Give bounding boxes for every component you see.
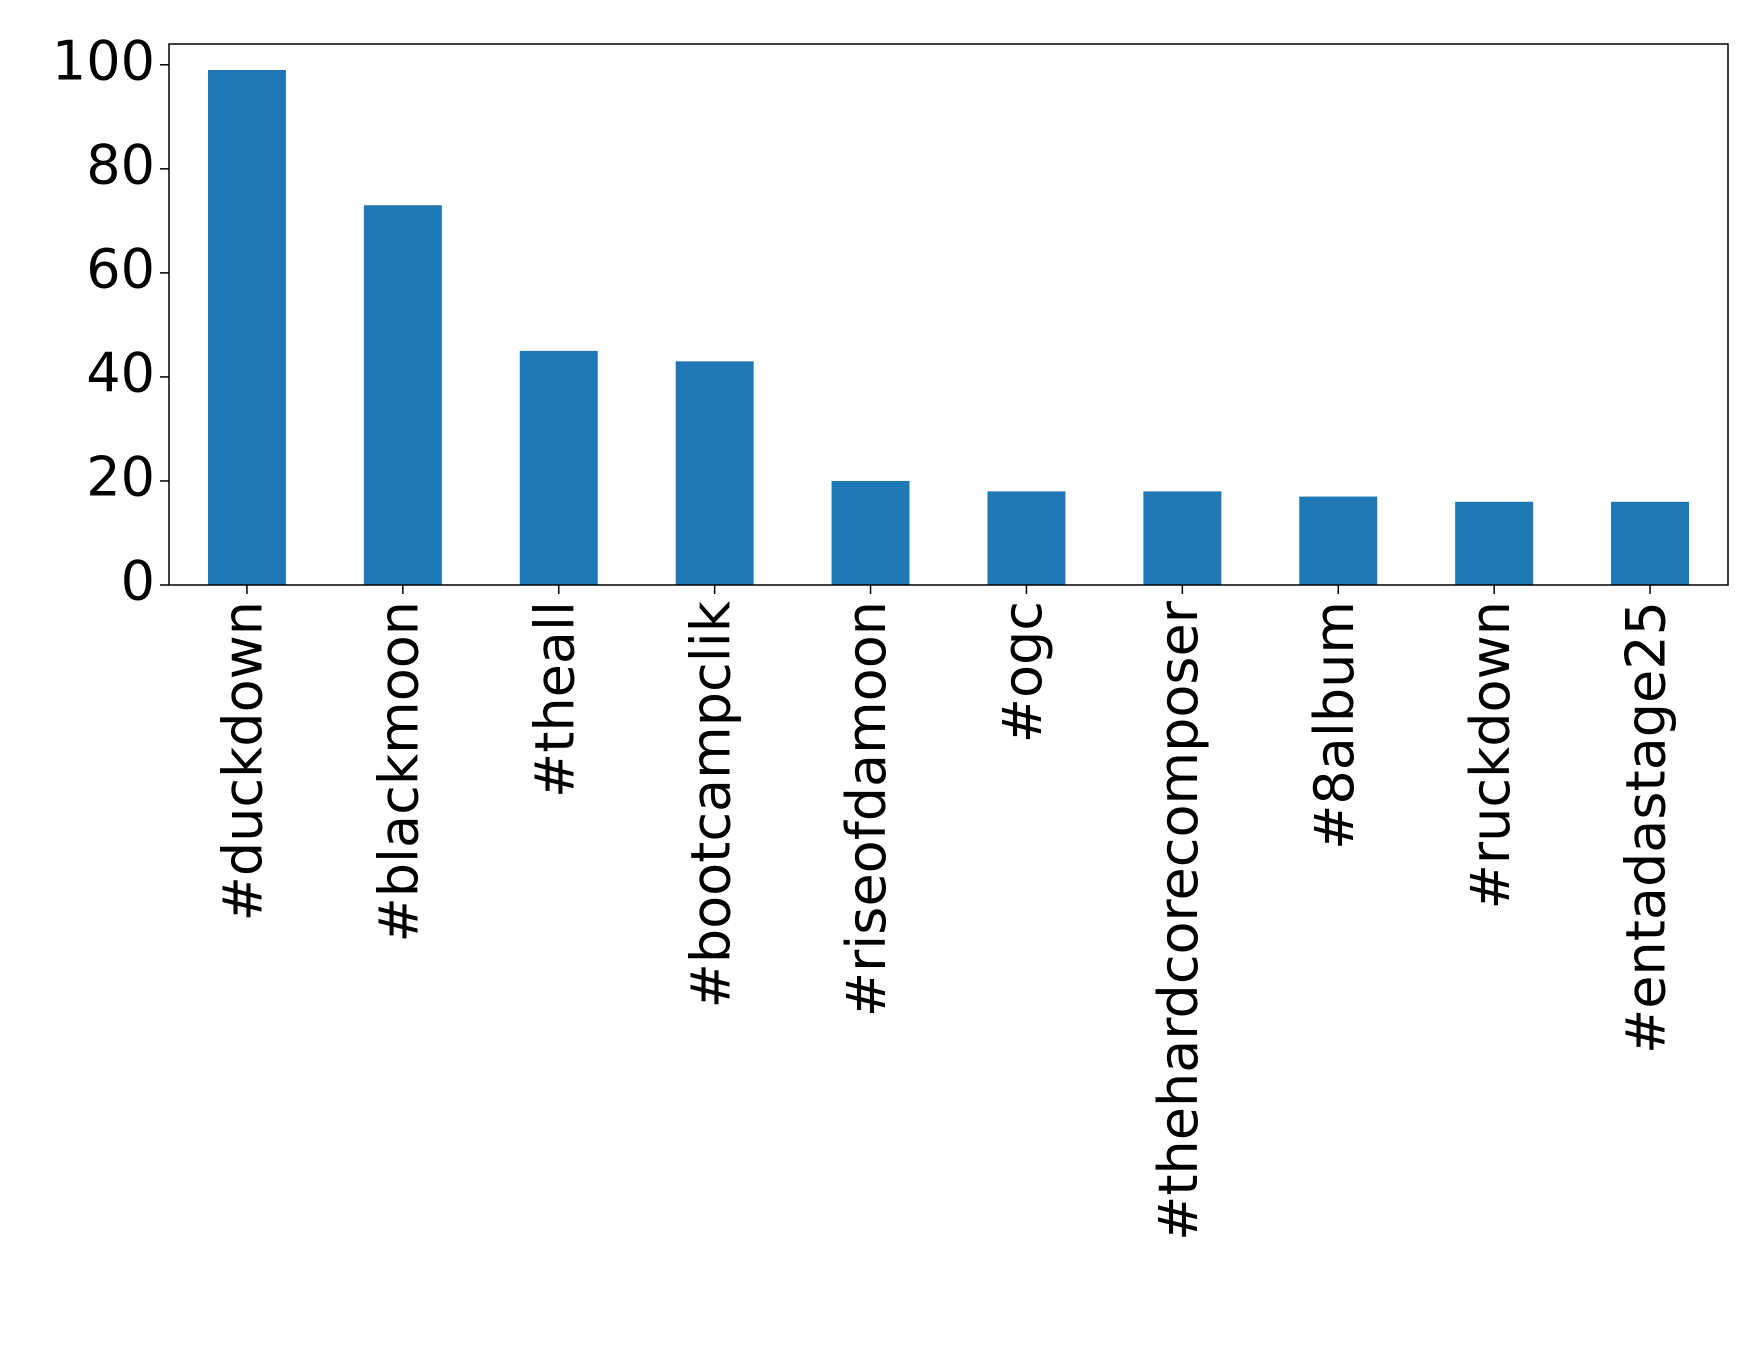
x-tick-label: #blackmoon — [367, 601, 430, 942]
x-tick-label: #duckdown — [212, 601, 275, 921]
bar — [519, 350, 598, 585]
bar — [363, 205, 442, 585]
x-tick-label: #theall — [523, 601, 586, 798]
x-tick-label: #riseofdamoon — [835, 601, 898, 1017]
bar — [1455, 501, 1534, 585]
bar — [1143, 491, 1222, 585]
bar — [207, 70, 286, 585]
x-tick-label: #8album — [1303, 601, 1366, 850]
y-tick-label: 40 — [86, 342, 155, 405]
x-tick-label: #ogc — [991, 601, 1054, 743]
y-tick-label: 0 — [121, 550, 155, 613]
bar — [1299, 496, 1378, 585]
x-tick-label: #bootcampclik — [679, 600, 742, 1008]
bar — [831, 480, 910, 585]
y-tick-label: 60 — [86, 238, 155, 301]
bar — [675, 361, 754, 585]
y-tick-label: 20 — [86, 446, 155, 509]
y-tick-label: 100 — [52, 29, 155, 92]
x-tick-label: #ruckdown — [1459, 601, 1522, 909]
bar — [1611, 501, 1690, 585]
x-tick-label: #thehardcorecomposer — [1147, 600, 1210, 1241]
x-tick-label: #entadastage25 — [1615, 601, 1678, 1054]
y-tick-label: 80 — [86, 133, 155, 196]
plot-frame — [168, 43, 1729, 586]
bar — [987, 491, 1066, 585]
